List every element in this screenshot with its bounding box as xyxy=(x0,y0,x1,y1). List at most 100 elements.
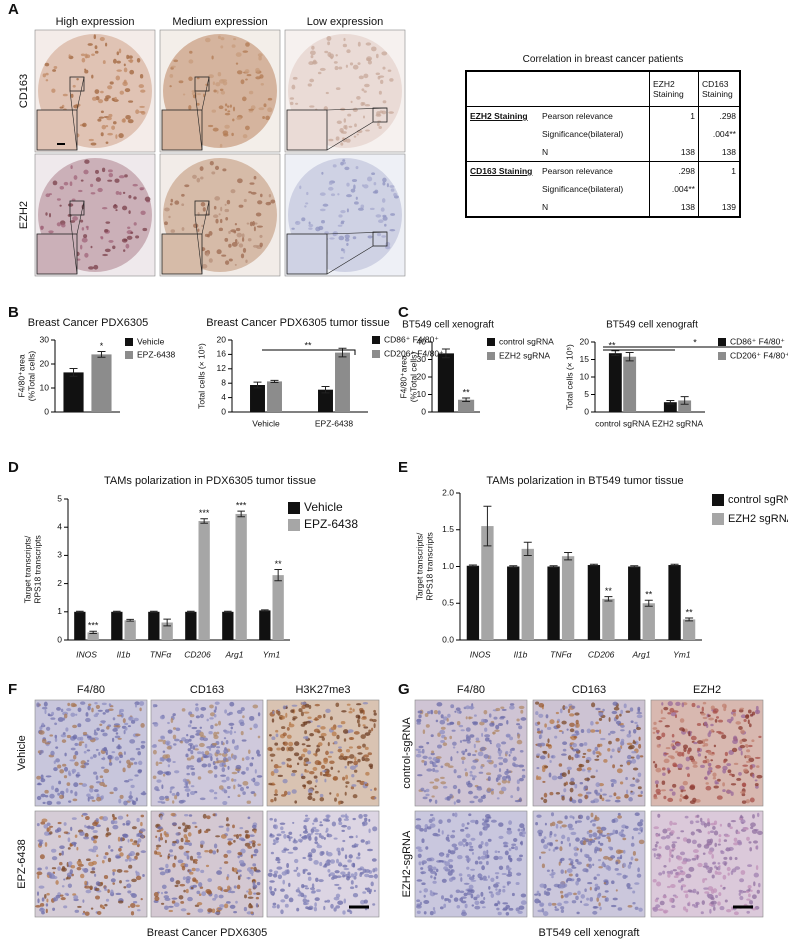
cell xyxy=(422,756,427,759)
cell xyxy=(323,906,325,910)
cell xyxy=(661,789,666,791)
cell xyxy=(242,715,245,718)
cell xyxy=(255,769,257,773)
cell xyxy=(354,731,360,735)
cell xyxy=(127,839,129,842)
cell xyxy=(274,797,277,801)
cell xyxy=(565,870,567,874)
cell xyxy=(431,734,434,737)
cell xyxy=(726,790,732,794)
cell xyxy=(715,895,718,898)
cell xyxy=(199,743,205,747)
cell xyxy=(468,791,473,795)
cell xyxy=(82,227,84,230)
cell xyxy=(242,739,247,741)
cell xyxy=(311,46,314,50)
cell xyxy=(112,245,115,249)
cell xyxy=(68,770,71,775)
cell xyxy=(349,737,354,740)
cell xyxy=(572,900,577,903)
cell xyxy=(682,702,685,707)
cell xyxy=(191,785,195,787)
chart-title: TAMs polarization in BT549 tumor tissue xyxy=(486,475,683,487)
cell xyxy=(224,709,227,713)
cell xyxy=(652,848,657,851)
cell xyxy=(746,761,751,763)
cell xyxy=(49,826,53,828)
cell xyxy=(467,889,473,891)
cell xyxy=(567,868,573,873)
cell xyxy=(235,223,237,225)
cell xyxy=(576,732,579,735)
cell xyxy=(672,740,676,742)
cell xyxy=(171,718,174,723)
cell xyxy=(91,708,94,713)
cell xyxy=(683,906,686,910)
cell xyxy=(591,702,595,707)
cell xyxy=(174,902,180,907)
cell xyxy=(48,230,53,233)
cell xyxy=(70,165,72,169)
cell xyxy=(348,711,352,713)
cell xyxy=(112,882,115,884)
cell xyxy=(713,888,717,893)
cell xyxy=(99,782,105,786)
cell xyxy=(636,755,640,760)
cell xyxy=(468,813,471,816)
cell xyxy=(214,844,217,849)
cell xyxy=(752,894,757,899)
cell xyxy=(237,710,243,714)
cell xyxy=(323,818,329,821)
cell xyxy=(340,162,344,166)
cell xyxy=(626,734,631,738)
cell xyxy=(354,201,359,204)
x-tick-label: TNFα xyxy=(150,649,173,659)
cell xyxy=(122,81,127,86)
cell xyxy=(668,701,673,706)
cell xyxy=(493,883,499,887)
cell xyxy=(118,738,122,740)
cell xyxy=(301,217,305,221)
cell xyxy=(307,717,311,719)
cell xyxy=(122,834,128,837)
cell xyxy=(249,91,253,95)
cell xyxy=(92,867,96,871)
cell xyxy=(283,849,289,851)
cell xyxy=(519,706,525,709)
cell xyxy=(224,209,229,212)
cell xyxy=(247,846,252,849)
cell xyxy=(89,139,94,141)
cell xyxy=(376,54,379,58)
cell xyxy=(576,912,579,915)
cell xyxy=(102,125,107,130)
cell xyxy=(656,898,659,900)
cell xyxy=(662,829,667,834)
panel-label: A xyxy=(8,1,19,18)
cell xyxy=(233,785,235,790)
cell xyxy=(197,178,201,183)
cell xyxy=(174,855,177,859)
cell xyxy=(317,715,321,719)
cell xyxy=(87,760,89,762)
cell xyxy=(578,764,584,767)
cell xyxy=(563,788,566,792)
cell xyxy=(546,888,551,891)
cell xyxy=(535,822,538,825)
cell xyxy=(598,902,600,906)
cell xyxy=(69,759,75,761)
cell xyxy=(175,880,180,884)
cell xyxy=(576,820,582,823)
cell xyxy=(55,788,59,793)
cell xyxy=(124,239,128,241)
cell xyxy=(96,749,99,751)
cell xyxy=(502,873,507,875)
cell xyxy=(347,704,351,706)
cell xyxy=(551,876,554,878)
cell xyxy=(754,873,759,878)
cell xyxy=(559,862,561,866)
cell xyxy=(329,54,334,59)
cell xyxy=(170,790,172,793)
cell xyxy=(638,786,642,789)
cell xyxy=(752,829,758,834)
cell xyxy=(536,767,539,769)
